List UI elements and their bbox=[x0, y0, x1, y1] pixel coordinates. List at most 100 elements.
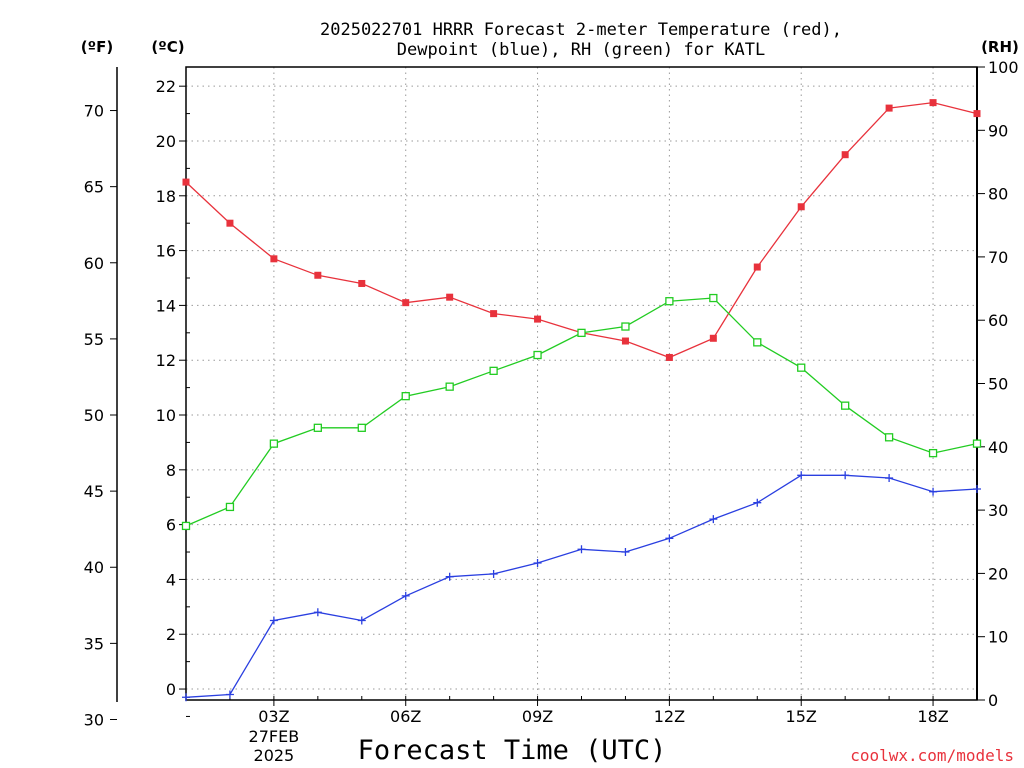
temperature-point bbox=[358, 279, 366, 287]
rh-point bbox=[621, 322, 630, 331]
fahrenheit-tick-label: 45 bbox=[84, 482, 104, 501]
rh-point bbox=[357, 423, 366, 432]
dewpoint-point bbox=[841, 471, 850, 480]
temperature-point bbox=[621, 337, 629, 345]
temperature-point bbox=[402, 299, 410, 307]
dewpoint-point bbox=[445, 572, 454, 581]
celsius-tick-label: 10 bbox=[156, 406, 176, 425]
rh-point bbox=[884, 433, 894, 442]
dewpoint-point bbox=[225, 690, 234, 699]
x-tick-label: 12Z bbox=[654, 707, 685, 726]
rh-point bbox=[928, 448, 938, 458]
rh-tick-label: 50 bbox=[988, 375, 1008, 394]
temperature-point bbox=[490, 310, 498, 318]
temperature-point bbox=[314, 271, 322, 279]
temperature-point bbox=[270, 255, 278, 263]
dewpoint-point bbox=[973, 485, 981, 493]
rh-point bbox=[445, 382, 454, 391]
rh-point bbox=[489, 366, 498, 375]
fahrenheit-tick-label: 30 bbox=[84, 710, 104, 729]
rh-point bbox=[225, 502, 235, 512]
rh-point bbox=[797, 363, 806, 372]
x-tick-year-label: 2025 bbox=[254, 746, 295, 765]
dewpoint-point bbox=[797, 471, 806, 480]
credit-text: coolwx.com/models bbox=[850, 746, 1014, 765]
temperature-point bbox=[182, 178, 190, 186]
celsius-tick-label: 6 bbox=[166, 516, 176, 535]
dewpoint-point bbox=[182, 693, 190, 702]
rh-point bbox=[972, 439, 982, 448]
series-line bbox=[185, 474, 978, 698]
tick-labels: 0 2 4 6 8 10 12 14 16 18 20 22 30 35 40 45 50 55 60 65 70 0 10… bbox=[84, 58, 1019, 765]
rh-tick-label: 20 bbox=[988, 564, 1008, 583]
dewpoint-point bbox=[709, 515, 718, 524]
rh-point bbox=[665, 297, 674, 306]
plot-frame bbox=[185, 66, 978, 701]
fahrenheit-axis-label: (ºF) bbox=[81, 38, 113, 56]
x-tick-label: 06Z bbox=[390, 707, 421, 726]
celsius-tick-label: 14 bbox=[156, 296, 176, 315]
rh-tick-label: 70 bbox=[988, 248, 1008, 267]
chart-title-line-1: 2025022701 HRRR Forecast 2-meter Tempera… bbox=[320, 20, 842, 40]
fahrenheit-tick-label: 40 bbox=[84, 558, 104, 577]
celsius-tick-label: 20 bbox=[156, 132, 176, 151]
rh-axis-label: (RH) bbox=[981, 38, 1019, 56]
celsius-tick-label: 8 bbox=[166, 461, 176, 480]
rh-point bbox=[709, 293, 718, 303]
x-axis-title: Forecast Time (UTC) bbox=[358, 735, 667, 766]
rh-tick-label: 10 bbox=[988, 628, 1008, 647]
celsius-tick-label: 4 bbox=[166, 570, 176, 589]
dewpoint-point bbox=[885, 474, 894, 483]
dewpoint-point bbox=[269, 616, 278, 625]
rh-tick-label: 0 bbox=[988, 691, 998, 710]
dewpoint-point bbox=[665, 534, 674, 543]
temperature-point bbox=[709, 334, 717, 342]
fahrenheit-tick-label: 70 bbox=[84, 102, 104, 121]
x-tick-label: 09Z bbox=[522, 707, 553, 726]
temperature-point bbox=[797, 203, 805, 211]
celsius-tick-label: 16 bbox=[156, 242, 176, 261]
dewpoint-point bbox=[489, 569, 498, 578]
celsius-tick-label: 22 bbox=[156, 77, 176, 96]
dewpoint-point bbox=[533, 558, 542, 567]
rh-tick-label: 100 bbox=[988, 58, 1019, 77]
temperature-point bbox=[885, 104, 893, 112]
celsius-tick-label: 2 bbox=[166, 625, 176, 644]
dewpoint-point bbox=[753, 498, 762, 507]
rh-point bbox=[753, 338, 762, 347]
rh-tick-label: 90 bbox=[988, 121, 1008, 140]
temperature-point bbox=[534, 315, 542, 323]
rh-point bbox=[269, 439, 279, 448]
dewpoint-point bbox=[401, 591, 410, 600]
rh-tick-label: 30 bbox=[988, 501, 1008, 520]
rh-tick-label: 40 bbox=[988, 438, 1008, 457]
fahrenheit-tick-label: 35 bbox=[84, 634, 104, 653]
chart-title-line-2: Dewpoint (blue), RH (green) for KATL bbox=[397, 40, 765, 60]
rh-tick-label: 60 bbox=[988, 311, 1008, 330]
fahrenheit-tick-label: 55 bbox=[84, 330, 104, 349]
celsius-tick-label: 0 bbox=[166, 680, 176, 699]
x-tick-date-label: 27FEB bbox=[249, 727, 300, 746]
x-tick-label: 03Z bbox=[258, 707, 289, 726]
temperature-point bbox=[841, 151, 849, 159]
temperature-point bbox=[973, 110, 981, 118]
dewpoint-point bbox=[313, 608, 322, 617]
dewpoint-point bbox=[577, 545, 586, 554]
x-tick-label: 18Z bbox=[917, 707, 948, 726]
temperature-point bbox=[753, 263, 761, 271]
celsius-tick-label: 18 bbox=[156, 187, 176, 206]
rh-point bbox=[533, 350, 542, 360]
dewpoint-point bbox=[357, 616, 366, 625]
rh-tick-label: 80 bbox=[988, 185, 1008, 204]
celsius-axis-label: (ºC) bbox=[151, 38, 184, 56]
series-line bbox=[185, 101, 978, 359]
celsius-tick-label: 12 bbox=[156, 351, 176, 370]
fahrenheit-tick-label: 65 bbox=[84, 178, 104, 197]
temperature-point bbox=[665, 353, 673, 361]
rh-point bbox=[577, 328, 586, 338]
rh-point bbox=[401, 392, 410, 401]
temperature-point bbox=[226, 219, 234, 227]
rh-point bbox=[841, 401, 850, 410]
series bbox=[181, 99, 982, 702]
